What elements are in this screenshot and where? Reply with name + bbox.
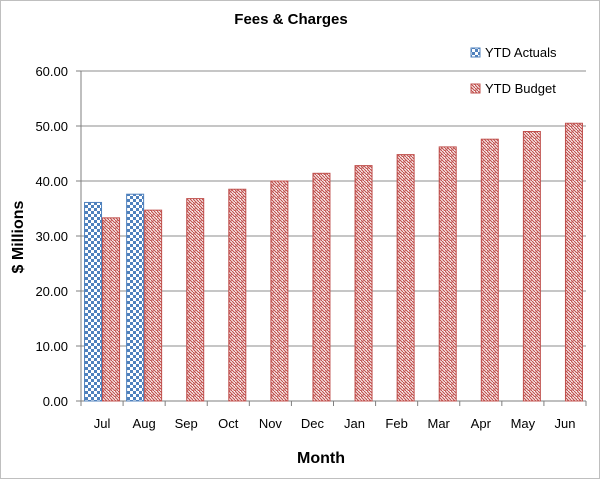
x-tick-label: May	[511, 416, 536, 431]
x-tick-label: Jun	[554, 416, 575, 431]
legend-swatch	[470, 47, 481, 58]
bar-ytd-budget-jun	[564, 122, 583, 402]
x-tick-label: Jul	[94, 416, 111, 431]
bars	[84, 122, 583, 402]
legend: YTD Actuals YTD Budget	[470, 45, 557, 96]
y-tick-label: 40.00	[35, 174, 68, 189]
x-tick-label: Sep	[175, 416, 198, 431]
x-tick-label: Nov	[259, 416, 283, 431]
x-tick-label: Oct	[218, 416, 239, 431]
tick-labels: 0.00 10.00 20.00 30.00 40.00 50.00 60.00 Jul Aug…	[35, 64, 575, 431]
y-tick-label: 20.00	[35, 284, 68, 299]
legend-label: YTD Actuals	[485, 45, 557, 60]
bar-ytd-actuals-jul	[84, 201, 103, 402]
bar-ytd-budget-oct	[228, 188, 247, 402]
x-axis-title: Month	[297, 450, 345, 467]
bar-ytd-budget-nov	[270, 180, 289, 402]
y-tick-label: 60.00	[35, 64, 68, 79]
chart-title: Fees & Charges	[234, 11, 347, 28]
x-tick-label: Apr	[471, 416, 492, 431]
y-tick-label: 50.00	[35, 119, 68, 134]
gridlines	[81, 70, 586, 347]
bar-ytd-budget-jul	[102, 217, 121, 402]
y-tick-label: 10.00	[35, 339, 68, 354]
x-tick-label: Feb	[385, 416, 407, 431]
x-tick-label: Dec	[301, 416, 325, 431]
y-axis-title: $ Millions	[10, 200, 27, 273]
bar-ytd-budget-jan	[354, 165, 373, 402]
bar-ytd-budget-sep	[186, 198, 205, 402]
bar-ytd-budget-dec	[312, 172, 331, 402]
bar-ytd-budget-apr	[480, 138, 499, 402]
bar-ytd-budget-feb	[396, 154, 415, 402]
y-tick-label: 30.00	[35, 229, 68, 244]
legend-label: YTD Budget	[485, 81, 556, 96]
bar-ytd-actuals-aug	[126, 193, 145, 402]
axes	[76, 70, 587, 406]
x-tick-label: Aug	[133, 416, 156, 431]
x-tick-label: Mar	[428, 416, 451, 431]
bar-ytd-budget-mar	[438, 146, 457, 402]
bar-ytd-budget-aug	[144, 209, 163, 402]
y-tick-label: 0.00	[43, 394, 68, 409]
legend-swatch	[470, 83, 481, 94]
bar-ytd-budget-may	[522, 131, 541, 402]
x-tick-label: Jan	[344, 416, 365, 431]
